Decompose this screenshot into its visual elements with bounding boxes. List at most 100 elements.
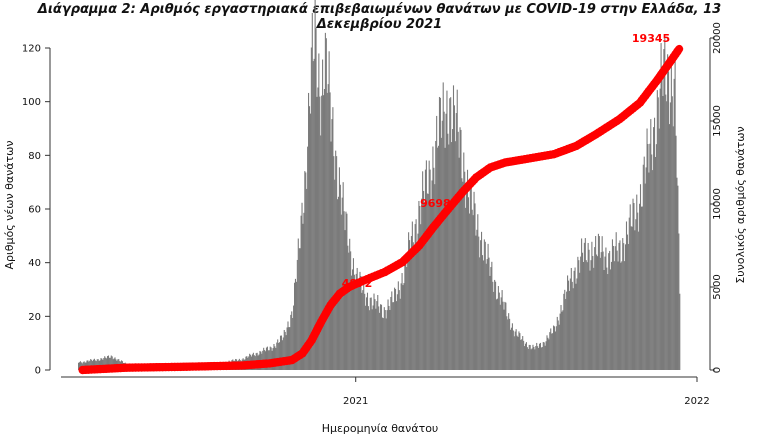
y-axis-title-left: Αριθμός νέων θανάτων (3, 141, 16, 270)
y-tick-label-left: 20 (28, 312, 41, 323)
bar (596, 254, 598, 370)
bar (396, 294, 398, 370)
bar (504, 301, 506, 370)
bar (548, 339, 550, 370)
annotation-label: 9698 (420, 197, 451, 210)
bar (646, 128, 648, 370)
bar (285, 335, 287, 370)
y-tick-label-left: 40 (28, 258, 41, 269)
bar (380, 304, 383, 370)
bar (570, 267, 572, 370)
bar (535, 346, 537, 370)
y-tick-label-left: 0 (35, 366, 41, 377)
bar (509, 329, 512, 370)
bar (383, 307, 385, 370)
bar (298, 248, 300, 370)
bar (597, 233, 599, 370)
bar (371, 309, 373, 370)
bar (328, 51, 330, 370)
bar (294, 282, 296, 370)
bar (458, 157, 460, 370)
bar (642, 164, 644, 370)
bar (106, 358, 108, 370)
bar (404, 259, 406, 370)
bar (523, 340, 525, 370)
bar (412, 242, 414, 370)
bar (524, 343, 527, 370)
bar (564, 289, 566, 370)
bar (454, 141, 456, 370)
bar (621, 261, 623, 370)
bar (592, 256, 594, 370)
bar (361, 292, 363, 370)
bar (549, 332, 551, 370)
bar (488, 257, 490, 370)
bar (362, 290, 364, 370)
bar (547, 337, 549, 370)
bar (633, 203, 635, 370)
bar (373, 293, 375, 370)
bar (664, 37, 666, 370)
bar (309, 113, 311, 370)
bar (287, 321, 289, 370)
bar (325, 38, 327, 370)
bar (509, 318, 511, 370)
bar (365, 297, 368, 370)
bar (622, 238, 624, 370)
bar (516, 335, 518, 370)
bar (495, 299, 498, 370)
bar (560, 305, 562, 370)
bar (566, 291, 568, 370)
bar (311, 12, 313, 371)
bar (334, 179, 336, 370)
bar (370, 297, 372, 370)
bar (293, 305, 295, 370)
bar (588, 249, 590, 370)
bar (352, 258, 354, 370)
bar (388, 305, 390, 370)
bar (625, 221, 628, 370)
bar (498, 292, 500, 370)
bar (415, 219, 417, 370)
bar (394, 287, 396, 370)
chart-title: Διάγραμμα 2: Αριθμός εργαστηριακά επιβεβ… (37, 2, 722, 32)
bar (492, 281, 494, 370)
bar (303, 212, 305, 370)
bar (110, 355, 112, 370)
y-tick-label-right: 0 (712, 367, 723, 373)
bar (565, 298, 567, 370)
bar (569, 278, 571, 370)
bar (544, 345, 546, 370)
bar (491, 261, 493, 370)
bar (591, 241, 593, 370)
bar (494, 279, 496, 370)
bar (94, 360, 96, 370)
bar (567, 280, 570, 370)
bar (640, 206, 642, 370)
bar (595, 236, 597, 370)
bar (302, 223, 304, 370)
bar (351, 275, 353, 370)
bar (316, 96, 318, 370)
bar (433, 167, 435, 370)
bar (600, 252, 602, 370)
bar (399, 298, 401, 370)
bar (312, 61, 314, 371)
bar (537, 346, 539, 370)
bar (508, 313, 510, 370)
bar (448, 144, 450, 370)
bar (502, 301, 504, 370)
bar (310, 47, 312, 370)
bar (671, 96, 673, 371)
cumulative-point (673, 47, 682, 56)
bar (452, 85, 455, 371)
bar (332, 107, 334, 370)
bar (670, 61, 672, 370)
bar (425, 160, 427, 370)
bar (336, 156, 338, 370)
bar (546, 335, 548, 370)
bar (572, 288, 574, 370)
bar (538, 347, 540, 370)
bar (620, 262, 622, 370)
bar (463, 152, 465, 370)
